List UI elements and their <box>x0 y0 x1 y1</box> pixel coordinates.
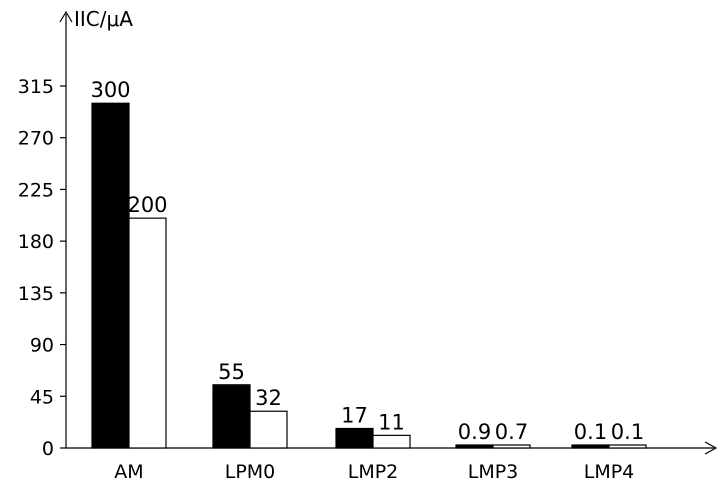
y-tick-label: 270 <box>18 128 54 150</box>
y-axis-arrowhead <box>59 10 73 23</box>
data-label: 32 <box>255 386 282 410</box>
data-labels: 300 55 17 0.9 0.1 200 32 11 0.7 0.1 <box>90 78 644 444</box>
data-label: 55 <box>218 360 245 384</box>
category-label: LMP3 <box>468 461 519 483</box>
data-label: 0.7 <box>495 420 528 444</box>
bar-black-lmp3 <box>455 444 494 449</box>
category-label: LPM0 <box>225 461 276 483</box>
category-labels: AM LPM0 LMP2 LMP3 LMP4 <box>114 461 634 483</box>
bar-black-lmp4 <box>571 444 610 449</box>
category-label: LMP4 <box>584 461 635 483</box>
data-label: 0.1 <box>611 420 644 444</box>
y-tick-label: 225 <box>18 179 54 201</box>
bar-white-lmp2 <box>372 434 411 449</box>
y-axis-label: IIC/μA <box>74 7 133 31</box>
data-label: 200 <box>127 193 167 217</box>
y-tick-label: 135 <box>18 283 54 305</box>
bar-white-am <box>128 217 167 449</box>
y-tick-label: 180 <box>18 231 54 253</box>
bar-black-lmp2 <box>335 427 374 449</box>
x-axis-arrowhead <box>704 441 718 455</box>
data-label: 17 <box>341 403 368 427</box>
y-tick-label: 315 <box>18 76 54 98</box>
y-tick-label: 0 <box>42 438 54 460</box>
category-label: LMP2 <box>348 461 399 483</box>
bar-white-lmp3 <box>492 444 531 449</box>
data-label: 0.1 <box>574 420 607 444</box>
bars <box>91 102 647 449</box>
y-tick-label: 45 <box>30 386 54 408</box>
y-tick-label: 90 <box>30 335 54 357</box>
data-label: 0.9 <box>458 420 491 444</box>
y-ticks: 0 45 90 135 180 225 270 315 <box>18 76 66 460</box>
bar-white-lpm0 <box>249 410 288 449</box>
bar-white-lmp4 <box>608 444 647 449</box>
bar-black-lpm0 <box>212 384 251 449</box>
category-label: AM <box>114 461 143 483</box>
data-label: 11 <box>378 410 405 434</box>
data-label: 300 <box>90 78 130 102</box>
bar-black-am <box>91 102 130 449</box>
